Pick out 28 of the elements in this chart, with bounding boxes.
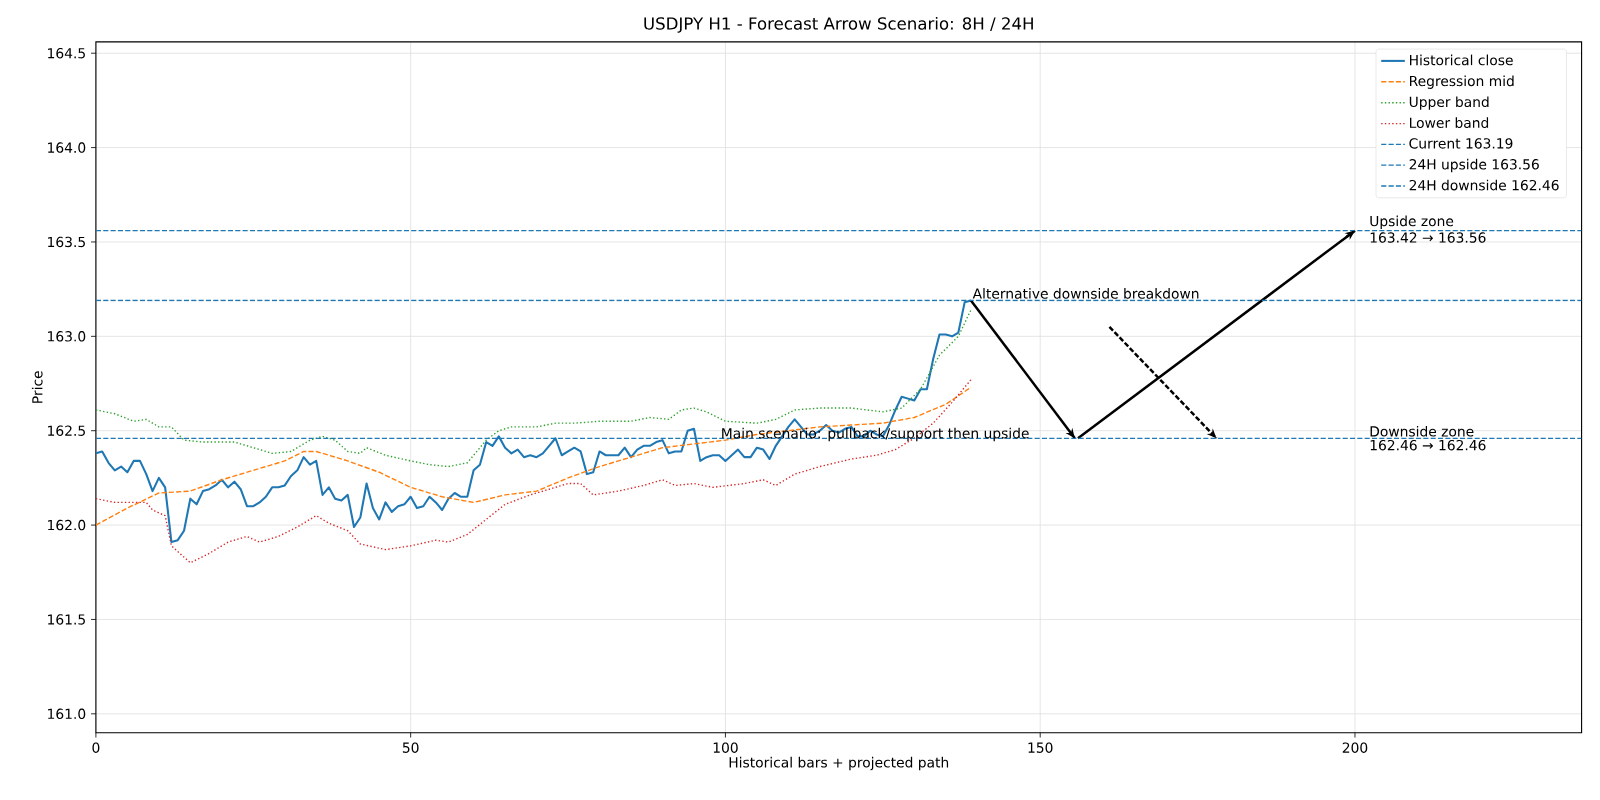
y-tick-label: 163.0 (48, 331, 86, 342)
legend-label: Upper band (1409, 96, 1489, 110)
annotation: 163.42 → 163.56 (1370, 232, 1486, 243)
y-tick-label: 161.5 (48, 614, 85, 625)
x-tick-label: 100 (713, 742, 738, 753)
x-tick-label: 50 (402, 742, 419, 753)
y-axis-title: Price (31, 371, 43, 403)
y-tick-label: 164.5 (48, 47, 85, 59)
legend-label: Historical close (1410, 54, 1513, 66)
legend-label: Current 163.19 (1409, 138, 1513, 149)
legend-label: 24H upside 163.56 (1409, 158, 1539, 173)
x-tick-label: 0 (92, 742, 100, 753)
legend-label: Lower band (1410, 117, 1489, 128)
y-tick-label: 163.5 (48, 236, 85, 248)
chart-title: USDJPY H1 - Forecast Arrow Scenario: 8H / 24H (644, 16, 1033, 33)
y-tick-label: 161.0 (48, 708, 86, 720)
annotation: 162.46 → 162.46 (1370, 439, 1486, 451)
x-axis-title: Historical bars + projected path (729, 756, 949, 771)
y-tick-label: 162.5 (48, 425, 85, 436)
x-tick-label: 200 (1342, 742, 1368, 753)
legend-label: 24H downside 162.46 (1409, 179, 1559, 191)
y-tick-label: 164.0 (48, 142, 86, 153)
annotation: Alternative downside breakdown (972, 288, 1199, 299)
annotation: Upside zone (1370, 215, 1454, 229)
y-tick-label: 162.0 (48, 519, 86, 531)
legend-label: Regression mid (1410, 75, 1514, 89)
annotation: Downside zone (1370, 425, 1474, 437)
x-tick-label: 150 (1028, 742, 1053, 753)
